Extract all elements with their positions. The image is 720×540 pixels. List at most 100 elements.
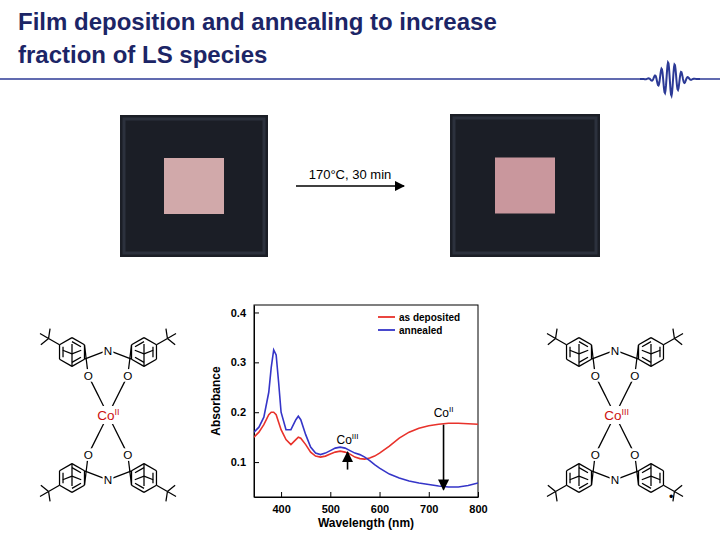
x-tick-label: 600: [371, 503, 389, 515]
bond: [167, 492, 176, 497]
bond: [63, 350, 72, 354]
bond: [143, 476, 144, 486]
x-tick-mark: [330, 492, 331, 497]
bond: [40, 492, 49, 497]
bond: [135, 357, 144, 362]
bond: [63, 476, 72, 480]
slide-title: fraction of LS species: [18, 41, 267, 68]
bond: [642, 468, 651, 473]
bond: [72, 464, 84, 471]
atom-ground: [590, 448, 601, 461]
bond: [49, 492, 50, 502]
bond: [59, 471, 60, 485]
plot-frame: [254, 305, 478, 497]
bond: [567, 359, 579, 366]
metal-label: CoIII: [604, 407, 629, 423]
photo-film: [164, 158, 224, 214]
legend-label: as deposited: [399, 312, 460, 323]
atom-label: O: [630, 448, 639, 461]
atom-ground: [122, 448, 133, 461]
bond: [674, 334, 683, 339]
y-axis-line: [254, 306, 255, 498]
molecule: NOONOOCoII: [40, 329, 176, 502]
metal-label: CoII: [97, 407, 119, 423]
atom-label: O: [123, 369, 132, 382]
bond: [166, 329, 167, 339]
bond: [639, 338, 651, 345]
bond: [578, 464, 579, 477]
y-tick: 0.1: [231, 456, 259, 468]
metal-symbol: Co: [604, 408, 621, 423]
y-tick: 0.2: [231, 406, 259, 418]
bond: [72, 359, 84, 366]
x-tick-mark: [478, 492, 479, 497]
bond: [40, 334, 49, 339]
bond: [570, 350, 579, 354]
atom-ground: [590, 369, 601, 382]
y-tick-mark: [254, 412, 259, 413]
bond: [579, 464, 591, 471]
bond: [579, 483, 588, 488]
bond: [143, 354, 144, 367]
y-tick-mark: [254, 362, 259, 363]
bond: [156, 471, 157, 485]
molecule: NOONOOCoIII•: [547, 329, 683, 505]
bond: [556, 339, 567, 345]
bond: [674, 339, 682, 345]
atom-ground: [610, 474, 621, 487]
bond: [72, 483, 81, 488]
bond: [639, 359, 651, 366]
atom-ground: [629, 369, 640, 382]
x-tick-label: 500: [322, 503, 340, 515]
bond: [650, 354, 651, 367]
bond: [132, 338, 144, 345]
bond: [650, 344, 651, 354]
bond: [72, 350, 81, 354]
process-arrow: [296, 185, 404, 187]
title-rule: [0, 78, 640, 80]
bond: [144, 476, 153, 480]
x-tick-label: 700: [420, 503, 438, 515]
bonds: [40, 329, 176, 502]
bond: [167, 339, 175, 345]
legend-swatch: [378, 316, 395, 318]
bond: [71, 344, 72, 354]
y-tick-mark: [254, 312, 259, 313]
bond: [567, 338, 579, 345]
x-tick-label: 800: [469, 503, 487, 515]
x-axis-title: Wavelength (nm): [318, 516, 414, 530]
bond: [132, 359, 144, 366]
bond: [579, 342, 588, 347]
bond: [579, 350, 588, 354]
bond: [570, 476, 579, 480]
atom-label: O: [630, 369, 639, 382]
x-tick-label: 400: [272, 503, 290, 515]
annotation-sup: II: [449, 405, 453, 414]
bond: [578, 344, 579, 354]
metal-oxidation: II: [114, 407, 119, 417]
atom-label: O: [84, 448, 93, 461]
bond: [579, 468, 588, 473]
bond: [71, 464, 72, 477]
bond: [135, 350, 144, 354]
bond: [167, 334, 176, 339]
legend-label: annealed: [399, 325, 442, 336]
slide: Film deposition and annealing to increas…: [0, 0, 720, 540]
y-tick-label: 0.1: [231, 456, 246, 468]
legend: as deposited annealed: [378, 312, 460, 336]
bond: [650, 464, 651, 477]
y-tick-label: 0.4: [231, 307, 247, 319]
metal-symbol: Co: [97, 408, 114, 423]
x-tick: 600: [371, 492, 389, 515]
bond: [72, 342, 81, 347]
bond: [663, 345, 664, 359]
bond: [72, 476, 81, 480]
photo-substrate: [450, 114, 600, 257]
bond: [60, 464, 72, 471]
bond: [60, 485, 72, 492]
bond: [548, 485, 556, 491]
logo-wave: [640, 63, 700, 96]
bond: [547, 492, 556, 497]
x-tick-mark: [281, 492, 282, 497]
bonds: [547, 329, 683, 502]
